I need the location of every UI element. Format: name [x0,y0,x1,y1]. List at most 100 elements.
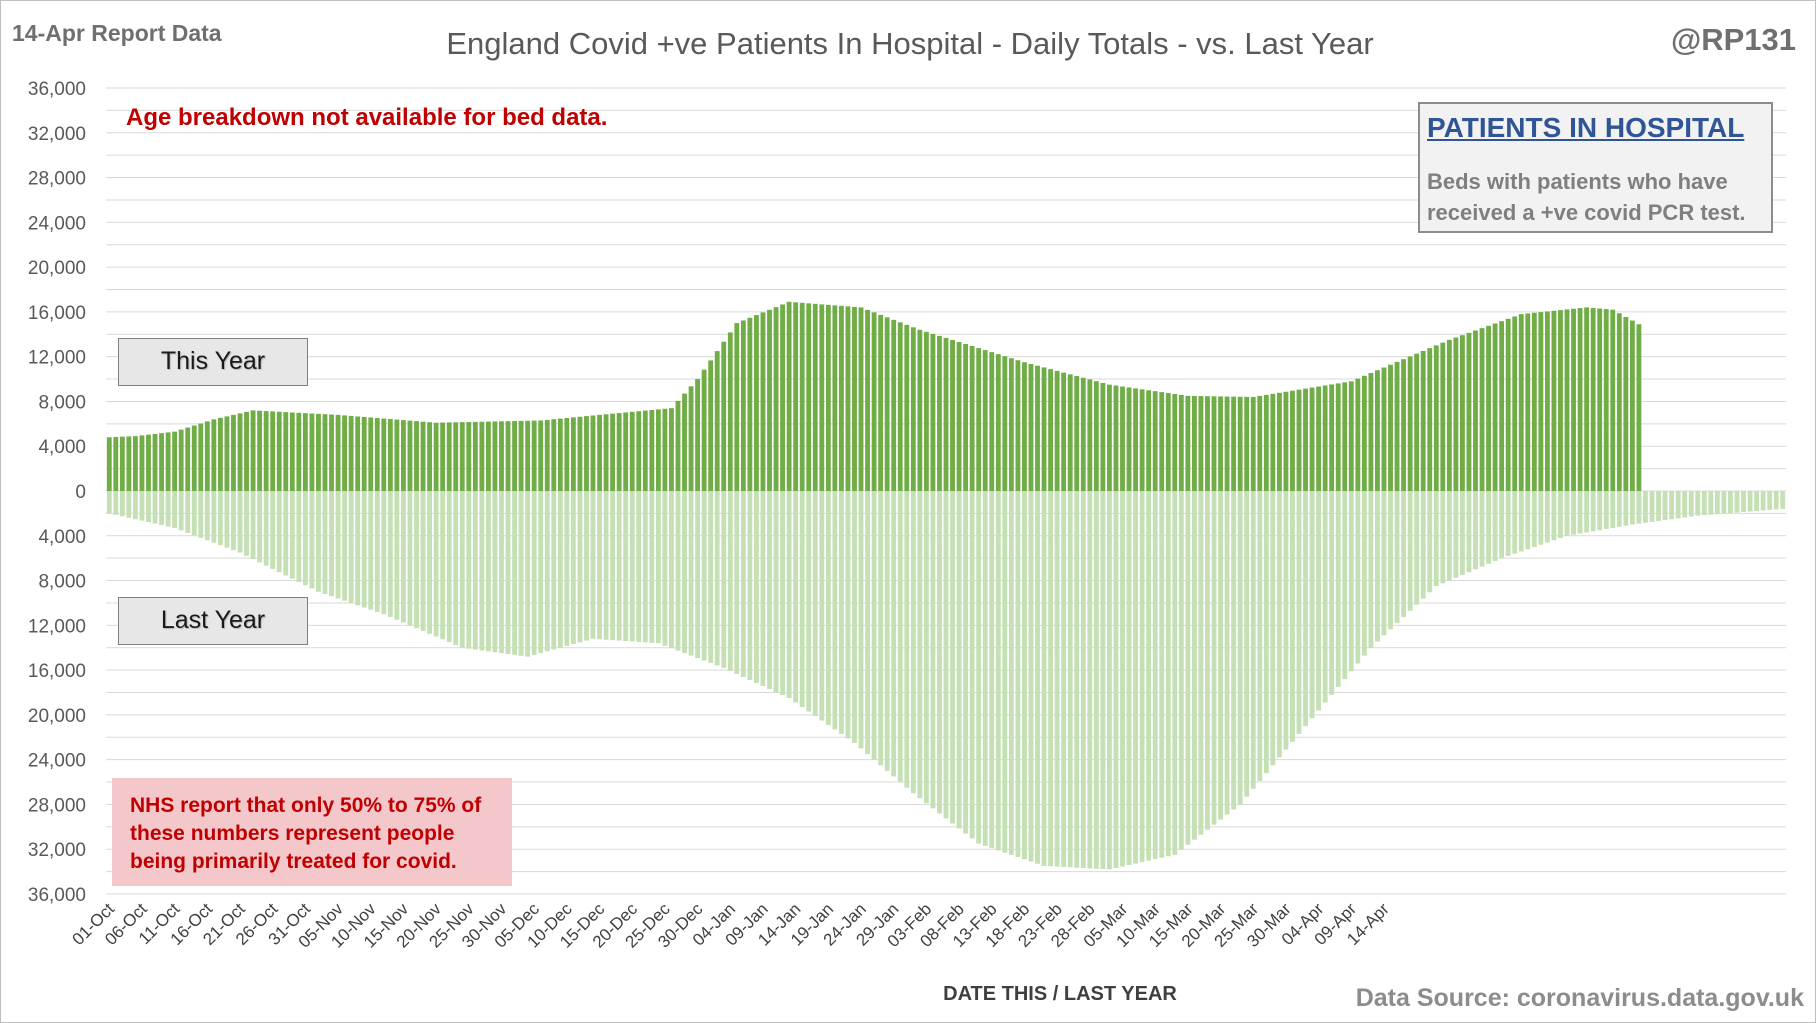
y-tick-label: 8,000 [38,572,86,593]
last-year-bar [1152,491,1158,860]
last-year-bar [1074,491,1080,868]
last-year-bar [1551,491,1557,541]
this-year-bar [1603,309,1609,491]
last-year-bar [525,491,531,657]
y-tick-label: 36,000 [28,885,86,906]
legend-box: PATIENTS IN HOSPITAL Beds with patients … [1418,102,1773,233]
last-year-bar [1446,491,1452,581]
this-year-bar [1178,394,1184,491]
this-year-bar [930,333,936,491]
last-year-bar [760,491,766,687]
this-year-bar [570,417,576,491]
last-year-bar [335,491,341,599]
last-year-bar [492,491,498,653]
last-year-bar [714,491,720,666]
this-year-bar [910,327,916,491]
this-year-bar [1571,308,1576,491]
last-year-bar [917,491,923,799]
this-year-bar [1597,308,1603,491]
this-year-bar [1629,320,1635,491]
this-year-bar [1433,345,1439,491]
this-year-bar [669,408,674,491]
this-year-bar [695,379,701,491]
last-year-bar [1133,491,1138,864]
this-year-bar [1276,392,1282,491]
this-year-bar [355,416,361,491]
this-year-bar [793,302,799,491]
this-year-bar [623,412,629,491]
last-year-bar [257,491,263,563]
last-year-bar [1107,491,1112,870]
last-year-bar [1067,491,1073,868]
last-year-bar [283,491,289,576]
this-year-bar [1492,323,1498,491]
last-year-bar [597,491,602,640]
last-year-bar [1571,491,1576,535]
this-year-bar [923,331,929,491]
this-year-bar [1041,367,1047,491]
last-year-bar [1335,491,1341,687]
last-year-bar [819,491,825,721]
last-year-bar [1120,491,1125,867]
last-year-bar [1525,491,1531,550]
this-year-bar [616,413,622,491]
last-year-bar [165,491,171,527]
this-year-bar [1270,393,1276,491]
this-year-bar [106,437,112,491]
this-year-bar [132,436,138,491]
this-year-bar [721,341,727,491]
y-tick-label: 20,000 [28,706,86,727]
last-year-bar [1309,491,1315,719]
last-year-bar [1159,491,1165,858]
this-year-bar [322,414,328,491]
last-year-bar [1015,491,1021,858]
last-year-bar [485,491,491,652]
last-year-bar [1682,491,1688,518]
this-year-bar [1342,382,1348,491]
this-year-bar [1460,335,1465,491]
last-year-bar [1407,491,1413,611]
this-year-bar [943,337,949,491]
last-year-bar [1290,491,1295,742]
last-year-bar [1368,491,1374,648]
last-year-bar [263,491,269,566]
last-year-bar [1714,491,1720,515]
this-year-bar [1244,396,1250,491]
this-year-bar [1120,386,1125,491]
y-tick-label: 12,000 [28,348,86,369]
last-year-bar [544,491,550,652]
this-year-bar [348,415,354,491]
this-year-bar [1440,342,1446,491]
this-year-bar [414,421,419,491]
last-year-bar [1610,491,1616,528]
last-year-bar [1361,491,1367,656]
last-year-bar [1061,491,1067,868]
this-year-bar [995,354,1001,491]
last-year-bar [793,491,799,703]
this-year-bar [754,315,759,491]
last-year-bar [1087,491,1093,869]
last-year-bar [1636,491,1642,524]
last-year-bar [989,491,995,849]
this-year-bar [858,307,864,491]
this-year-bar [394,419,400,491]
y-tick-label: 4,000 [38,527,86,548]
last-year-bar [191,491,197,536]
this-year-bar [891,319,897,491]
last-year-bar [394,491,400,620]
last-year-bar [1499,491,1505,559]
this-year-bar [897,322,903,491]
this-year-bar [1028,363,1034,491]
last-year-bar [1205,491,1210,830]
last-year-bar [309,491,315,589]
this-year-bar [904,324,910,491]
this-year-bar [1172,393,1178,491]
y-tick-label: 32,000 [28,840,86,861]
last-year-bar [570,491,576,645]
last-year-bar [361,491,367,608]
this-year-bar [865,309,870,491]
this-year-bar [1427,348,1433,491]
last-year-bar [1558,491,1563,539]
last-year-bar [440,491,446,640]
this-year-bar [204,421,210,491]
